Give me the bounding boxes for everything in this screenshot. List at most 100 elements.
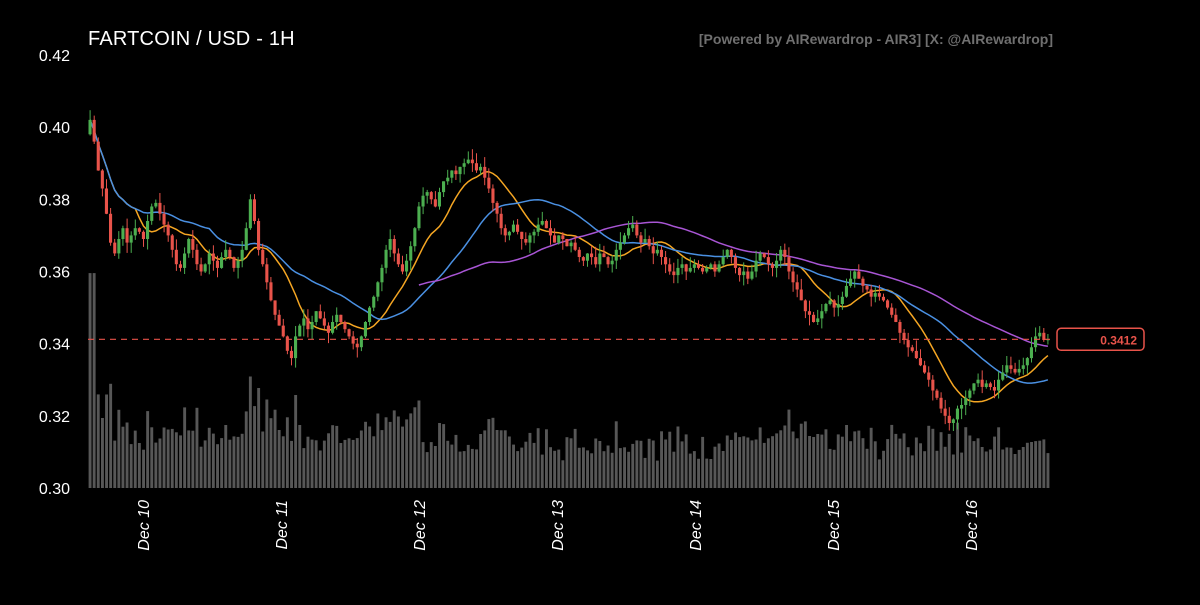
- volume-bar: [335, 425, 339, 488]
- volume-bar: [627, 451, 631, 488]
- candle-body: [207, 253, 211, 265]
- volume-bar: [113, 440, 117, 488]
- candle-body: [754, 260, 758, 272]
- candle-body: [524, 239, 528, 243]
- volume-bar: [1030, 442, 1033, 488]
- volume-bar: [713, 446, 717, 488]
- volume-bar: [524, 441, 528, 488]
- candle-body: [968, 390, 972, 398]
- x-tick-label: Dec 13: [550, 500, 567, 551]
- volume-bar: [368, 426, 372, 488]
- candle-body: [265, 264, 269, 283]
- volume-bar: [701, 436, 705, 488]
- volume-bar: [499, 430, 503, 488]
- candle-body: [557, 235, 561, 243]
- credit-text: [Powered by AIRewardrop - AIR3] [X: @AIR…: [698, 31, 1053, 47]
- candle-body: [725, 249, 729, 257]
- candle-body: [232, 257, 236, 268]
- volume-bar: [475, 449, 478, 488]
- volume-bar: [327, 433, 330, 488]
- candle-body: [129, 235, 133, 243]
- candle-body: [261, 249, 265, 265]
- candle-body: [738, 267, 742, 276]
- candle-body: [466, 159, 470, 164]
- candle-body: [437, 192, 441, 207]
- volume-bar: [314, 440, 318, 488]
- volume-bar: [1013, 454, 1017, 488]
- candle-body: [659, 249, 663, 257]
- candle-body: [787, 257, 791, 272]
- candle-body: [347, 329, 351, 337]
- candle-body: [244, 228, 248, 250]
- candle-body: [594, 257, 598, 265]
- candle-body: [137, 228, 141, 232]
- volume-bar: [536, 428, 540, 488]
- candle-body: [577, 249, 581, 257]
- volume-bar: [787, 409, 791, 488]
- candle-body: [133, 228, 137, 236]
- volume-bar: [294, 395, 298, 488]
- volume-bar: [832, 449, 836, 488]
- volume-bar: [545, 429, 548, 488]
- volume-bar: [606, 445, 610, 488]
- candle-body: [758, 253, 762, 261]
- candle-body: [154, 202, 158, 207]
- volume-bar: [211, 433, 215, 488]
- volume-bar: [158, 438, 162, 488]
- candle-body: [507, 231, 511, 236]
- volume-bar: [717, 443, 721, 488]
- candle-body: [992, 387, 996, 391]
- candle-body: [1042, 332, 1046, 340]
- candle-body: [289, 350, 293, 359]
- candle-body: [770, 264, 774, 268]
- volume-bar: [976, 438, 980, 488]
- candle-body: [853, 271, 857, 279]
- candle-body: [113, 242, 117, 254]
- current-price-layer: 0.3412: [88, 327, 1145, 352]
- volume-bar: [454, 434, 458, 488]
- volume-bar: [869, 427, 873, 488]
- volume-bar: [684, 434, 688, 488]
- candle-body: [528, 235, 532, 243]
- candle-body: [614, 249, 618, 261]
- x-tick-label: Dec 10: [136, 500, 153, 551]
- candle-body: [326, 325, 330, 333]
- volume-bar: [947, 433, 951, 488]
- candle-body: [746, 271, 750, 279]
- volume-bar: [318, 450, 322, 488]
- volume-bar: [425, 452, 429, 488]
- chart-title: FARTCOIN / USD - 1H: [88, 28, 295, 50]
- candle-body: [183, 253, 187, 268]
- candle-body: [918, 358, 922, 366]
- volume-bar: [845, 425, 848, 488]
- volume-bar: [569, 438, 573, 488]
- candle-body: [980, 379, 984, 387]
- candle-body: [125, 228, 129, 243]
- volume-bar: [573, 428, 577, 488]
- candle-body: [820, 311, 824, 319]
- y-tick-label: 0.34: [39, 337, 70, 354]
- candle-body: [248, 199, 252, 229]
- candle-body: [405, 260, 409, 272]
- candle-body: [228, 249, 232, 257]
- volume-bar: [269, 418, 273, 488]
- volume-bar: [450, 444, 454, 488]
- candle-body: [902, 332, 906, 340]
- volume-bar: [565, 437, 569, 488]
- candle-body: [606, 257, 610, 265]
- candle-body: [627, 228, 631, 236]
- candle-body: [409, 246, 413, 261]
- volume-bar: [549, 447, 552, 488]
- volume-bar: [458, 451, 462, 488]
- candle-body: [306, 318, 310, 330]
- candle-body: [931, 379, 935, 391]
- volume-bar: [220, 438, 224, 488]
- volume-bar: [101, 418, 104, 488]
- y-tick-label: 0.42: [39, 48, 70, 65]
- volume-bar: [384, 417, 388, 488]
- volume-bar: [988, 449, 992, 488]
- volume-bar: [396, 416, 400, 488]
- candle-body: [857, 271, 861, 279]
